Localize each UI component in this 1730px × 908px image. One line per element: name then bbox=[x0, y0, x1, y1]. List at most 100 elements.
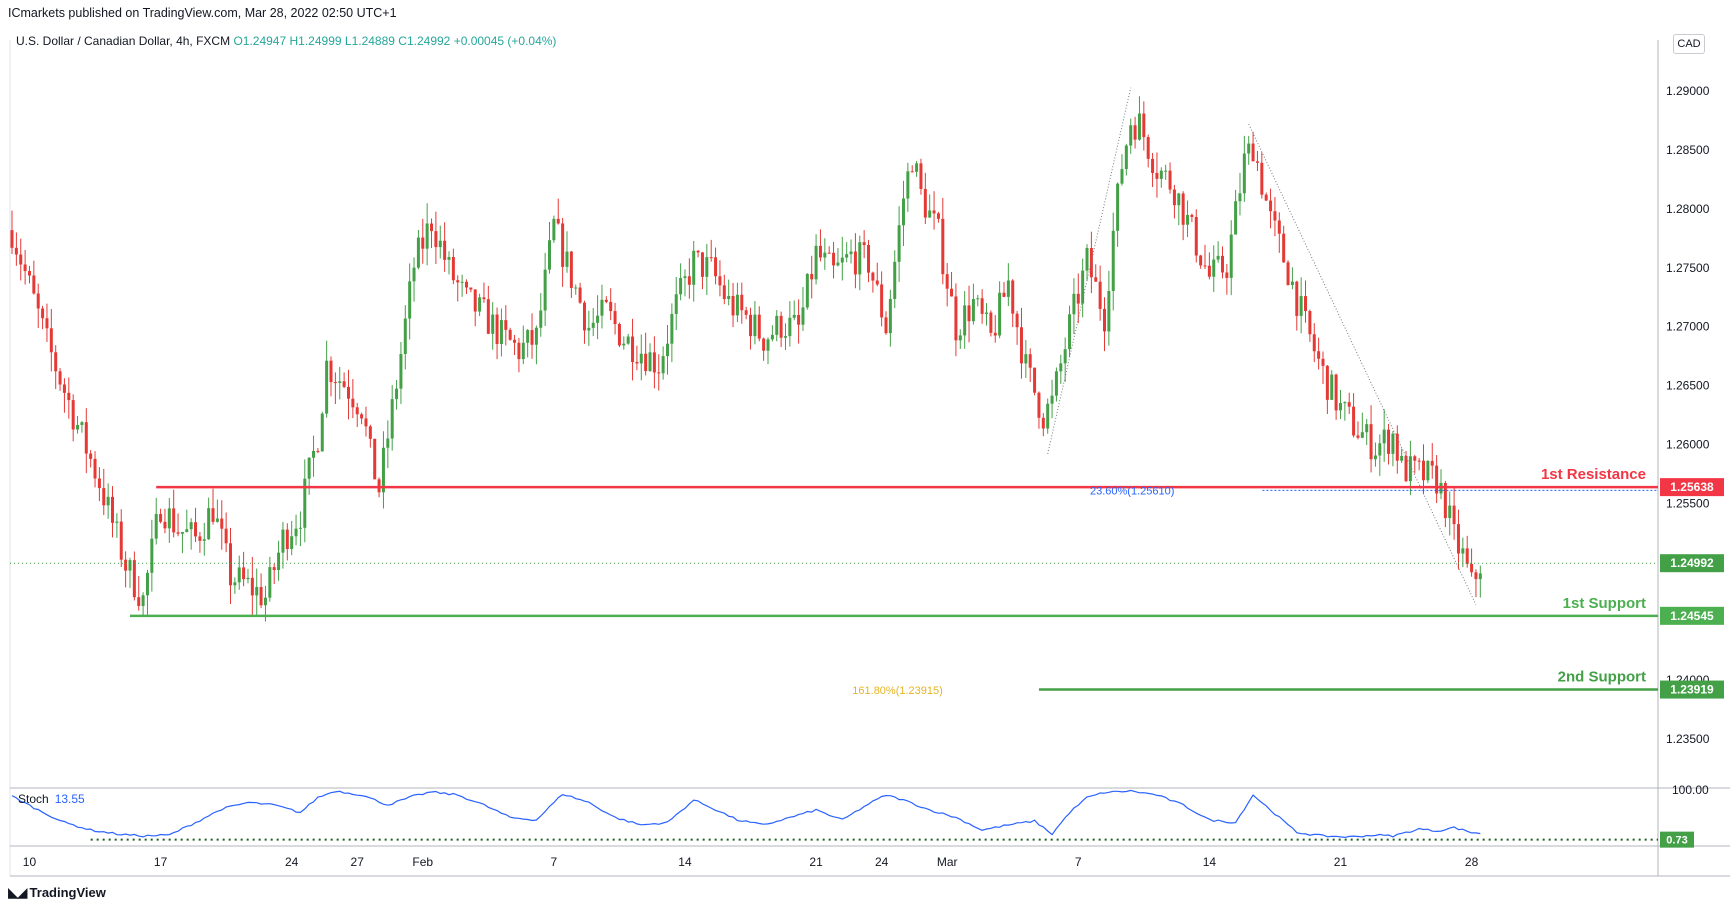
candle-body bbox=[333, 382, 337, 384]
candle-body bbox=[561, 223, 565, 267]
candle-body bbox=[277, 552, 281, 571]
candle-body bbox=[1395, 433, 1399, 461]
candle-body bbox=[211, 508, 215, 522]
candle-body bbox=[23, 264, 27, 272]
candle-body bbox=[259, 587, 263, 606]
candle-body bbox=[373, 438, 377, 480]
candle-body bbox=[1417, 460, 1421, 462]
candle-body bbox=[631, 336, 635, 363]
candle-body bbox=[714, 257, 718, 277]
candle-body bbox=[482, 297, 486, 300]
candle-body bbox=[425, 223, 429, 249]
candle-body bbox=[849, 251, 853, 255]
candle-body bbox=[1470, 563, 1474, 573]
candle-body bbox=[1068, 314, 1072, 350]
candle-body bbox=[635, 362, 639, 364]
candle-body bbox=[1151, 158, 1155, 173]
candle-body bbox=[111, 496, 115, 523]
candle-body bbox=[1225, 272, 1229, 278]
candle-body bbox=[451, 257, 455, 281]
candle-body bbox=[749, 314, 753, 337]
candle-body bbox=[486, 299, 490, 334]
candle-body bbox=[1408, 456, 1412, 482]
candle-body bbox=[1116, 183, 1120, 231]
candle-body bbox=[19, 254, 23, 265]
candle-body bbox=[45, 318, 49, 329]
candle-body bbox=[1382, 429, 1386, 444]
symbol-name[interactable]: U.S. Dollar / Canadian Dollar, 4h, FXCM bbox=[16, 34, 231, 48]
candle-body bbox=[1041, 417, 1045, 429]
candle-body bbox=[683, 276, 687, 279]
candle-body bbox=[617, 323, 621, 346]
candle-body bbox=[1094, 277, 1098, 282]
candle-body bbox=[1033, 367, 1037, 393]
price-tick-label: 1.26000 bbox=[1666, 437, 1710, 451]
candle-body bbox=[1024, 354, 1028, 364]
level-name: 2nd Support bbox=[1558, 669, 1646, 686]
trend-line bbox=[1047, 87, 1132, 455]
price-tick-label: 1.27500 bbox=[1666, 261, 1710, 275]
candle-body bbox=[779, 315, 783, 338]
candle-body bbox=[198, 536, 202, 541]
stoch-axis-label: 100.00 bbox=[1672, 783, 1709, 797]
candle-body bbox=[443, 240, 447, 260]
candle-body bbox=[530, 330, 534, 345]
candle-body bbox=[648, 352, 652, 372]
candle-body bbox=[613, 311, 617, 324]
level-price-label: 1.25638 bbox=[1670, 480, 1714, 494]
candle-body bbox=[1365, 424, 1369, 433]
candle-body bbox=[692, 250, 696, 285]
candle-body bbox=[639, 353, 643, 364]
candle-body bbox=[67, 392, 71, 401]
candle-body bbox=[1422, 460, 1426, 481]
candle-body bbox=[1006, 280, 1010, 297]
time-tick-label: Mar bbox=[937, 855, 958, 869]
tradingview-logo[interactable]: ◣◢ TradingView bbox=[8, 884, 106, 901]
candle-body bbox=[1028, 354, 1032, 368]
candle-body bbox=[1011, 280, 1015, 314]
candle-body bbox=[875, 280, 879, 285]
candle-body bbox=[1347, 402, 1351, 407]
candle-body bbox=[582, 302, 586, 331]
candle-body bbox=[1019, 327, 1023, 364]
candle-body bbox=[1317, 351, 1321, 359]
candle-body bbox=[1295, 281, 1299, 316]
candle-body bbox=[478, 297, 482, 312]
candle-body bbox=[836, 262, 840, 266]
candle-body bbox=[705, 257, 709, 277]
candle-body bbox=[1107, 291, 1111, 332]
candle-body bbox=[1238, 193, 1242, 202]
candle-body bbox=[320, 413, 324, 452]
candle-body bbox=[1129, 125, 1133, 146]
candle-body bbox=[840, 257, 844, 263]
time-tick-label: 17 bbox=[154, 855, 168, 869]
candle-body bbox=[1015, 313, 1019, 328]
candle-body bbox=[263, 597, 267, 606]
candle-body bbox=[604, 299, 608, 302]
candle-body bbox=[596, 315, 600, 323]
candle-body bbox=[1325, 365, 1329, 400]
candle-body bbox=[255, 587, 259, 596]
candle-body bbox=[827, 252, 831, 254]
currency-button[interactable]: CAD bbox=[1673, 34, 1705, 54]
candle-body bbox=[1085, 248, 1089, 271]
candle-body bbox=[591, 322, 595, 328]
candle-body bbox=[548, 240, 552, 270]
candle-body bbox=[552, 218, 556, 241]
candle-body bbox=[727, 296, 731, 300]
candle-body bbox=[1229, 234, 1233, 278]
candle-body bbox=[600, 299, 604, 316]
candle-body bbox=[504, 320, 508, 330]
candle-body bbox=[687, 276, 691, 285]
candle-body bbox=[355, 407, 359, 415]
candle-body bbox=[578, 287, 582, 303]
time-tick-label: 10 bbox=[23, 855, 37, 869]
candle-body bbox=[1290, 281, 1294, 285]
candle-body bbox=[1050, 395, 1054, 404]
candle-body bbox=[172, 508, 176, 533]
candle-body bbox=[84, 422, 88, 454]
candle-body bbox=[884, 317, 888, 334]
candle-body bbox=[565, 251, 569, 267]
candle-body bbox=[312, 450, 316, 458]
